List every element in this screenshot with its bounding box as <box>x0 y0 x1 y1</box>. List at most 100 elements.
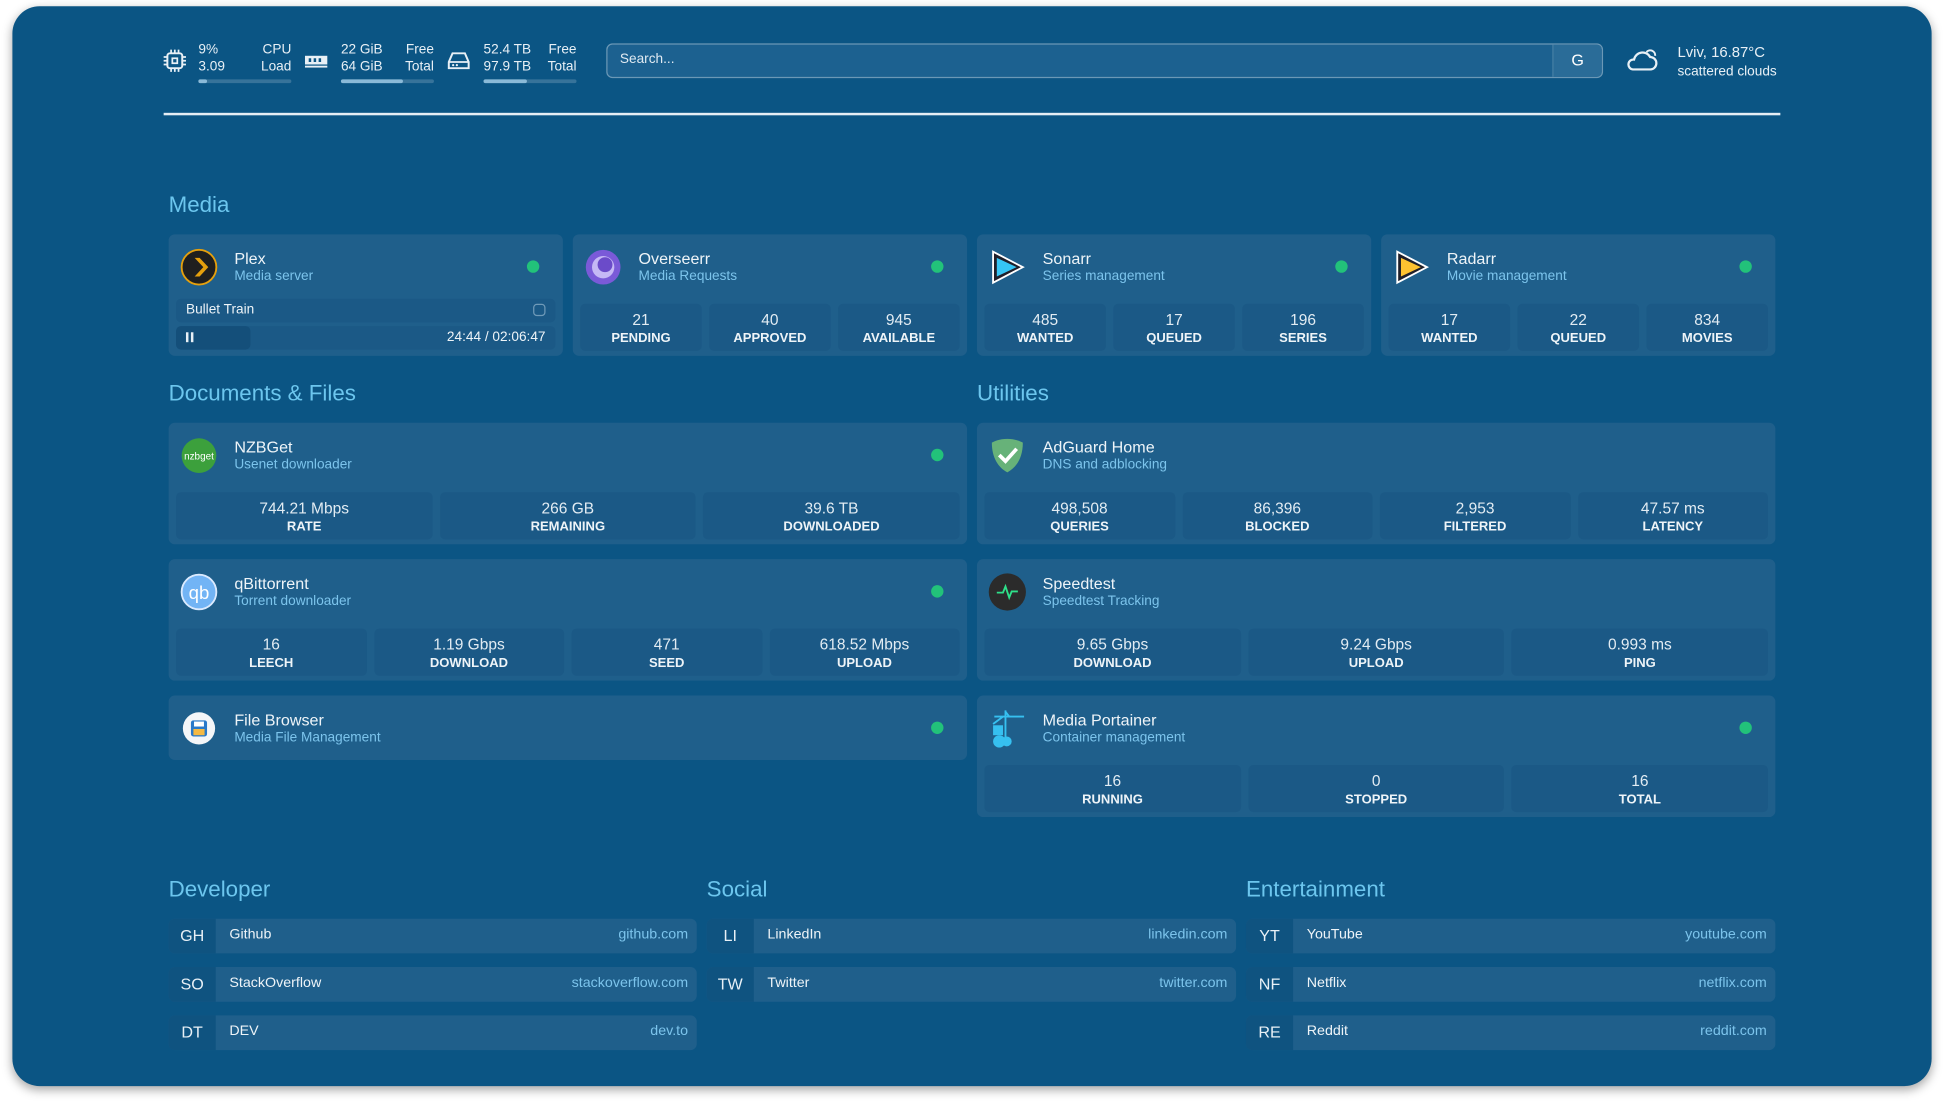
adguard-icon <box>991 438 1023 473</box>
stat-label: WANTED <box>1016 331 1074 346</box>
service-card-nzbget[interactable]: nzbget NZBGet Usenet downloader 744.21 Mbps… <box>168 422 968 545</box>
stat-value: 196 <box>1290 311 1316 329</box>
sonarr-icon <box>992 250 1025 285</box>
bookmark-url[interactable]: twitter.com <box>1159 975 1228 991</box>
bookmark-name: Github <box>229 927 272 943</box>
header-stat-label: Free <box>405 42 434 58</box>
service-stats: 498,508 QUERIES 86,396 BLOCKED 2,953 FILTERED… <box>984 492 1768 540</box>
stat-block: 40 APPROVED <box>709 303 831 351</box>
service-subtitle: Usenet downloader <box>234 457 352 473</box>
stat-block: 17 WANTED <box>1388 303 1511 351</box>
header-stat-label: Total <box>547 59 577 75</box>
bookmark-twitter[interactable]: TW Twitter twitter.com <box>706 967 1237 1002</box>
stat-value: 16 <box>262 636 280 654</box>
stat-label: DOWNLOADED <box>783 519 880 535</box>
header-stat-label: Free <box>548 42 577 58</box>
service-card-overseerr[interactable]: Overseerr Media Requests 21 PENDING 40 APPROV… <box>572 234 968 356</box>
bookmark-url[interactable]: linkedin.com <box>1148 927 1228 943</box>
bookmark-url[interactable]: dev.to <box>650 1024 689 1039</box>
playback-time: 24:44 / 02:06:47 <box>446 329 546 345</box>
stat-label: APPROVED <box>733 331 807 346</box>
stat-label: RUNNING <box>1082 792 1143 808</box>
service-title: Radarr <box>1446 249 1497 268</box>
service-card-speedtest[interactable]: Speedtest Speedtest Tracking 9.65 Gbps DOWN… <box>976 559 1776 681</box>
bookmark-name: Reddit <box>1306 1024 1348 1039</box>
search-submit-button[interactable]: G <box>1552 44 1602 77</box>
stat-value: 2,953 <box>1455 499 1495 517</box>
stat-label: SERIES <box>1279 331 1327 346</box>
search-box[interactable]: G <box>606 43 1604 79</box>
status-indicator <box>931 448 944 462</box>
header-stat-value: 64 GiB <box>340 59 383 75</box>
service-stats: 485 WANTED 17 QUEUED 196 SERIES <box>984 303 1364 351</box>
stat-value: 0 <box>1371 772 1381 790</box>
bookmark-name: Twitter <box>767 975 810 991</box>
bookmark-url[interactable]: youtube.com <box>1685 927 1767 943</box>
service-card-radarr[interactable]: Radarr Movie management 17 WANTED 22 QUEUED 83… <box>1381 234 1776 356</box>
file-browser-icon <box>182 712 216 745</box>
stat-value: 834 <box>1694 311 1721 329</box>
radarr-icon <box>1396 250 1430 285</box>
stat-label: REMAINING <box>530 519 606 535</box>
stat-value: 17 <box>1440 311 1458 329</box>
playback-progress[interactable] <box>176 326 251 350</box>
now-playing-title: Bullet Train <box>185 302 255 318</box>
service-subtitle: Speedtest Tracking <box>1042 593 1160 609</box>
service-card-qbittorrent[interactable]: qb qBittorrent Torrent downloader 16 LEECH 1.… <box>168 559 968 681</box>
stat-value: 485 <box>1032 311 1059 329</box>
service-title: Speedtest <box>1042 574 1116 593</box>
status-indicator <box>1739 260 1752 273</box>
service-card-sonarr[interactable]: Sonarr Series management 485 WANTED 17 QUEUED… <box>976 234 1372 356</box>
service-title: Sonarr <box>1042 249 1092 268</box>
bookmark-name: StackOverflow <box>229 975 322 991</box>
stat-block: 471 SEED <box>571 628 762 676</box>
bookmark-youtube[interactable]: YT YouTube youtube.com <box>1245 918 1776 954</box>
header-stat-values: 22 GiB 64 GiB <box>341 41 383 76</box>
bookmark-url[interactable]: reddit.com <box>1700 1024 1767 1039</box>
service-card-adguard[interactable]: AdGuard Home DNS and adblocking 498,508 QUE… <box>976 422 1776 545</box>
service-stats: 16 LEECH 1.19 Gbps DOWNLOAD 471 SEED 618.52 Mb… <box>176 628 960 676</box>
header-stat-label: CPU <box>262 42 292 58</box>
stat-block: 744.21 Mbps RATE <box>176 492 433 540</box>
stat-block: 834 MOVIES <box>1646 303 1768 351</box>
bookmark-url[interactable]: github.com <box>618 927 689 943</box>
service-card-filebrowser[interactable]: File Browser Media File Management <box>168 695 968 760</box>
bookmark-dev[interactable]: DT DEV dev.to <box>168 1015 697 1051</box>
stat-label: LATENCY <box>1642 519 1704 535</box>
header-stat-labels: CPU Load <box>261 41 291 76</box>
bookmark-github[interactable]: GH Github github.com <box>168 918 697 954</box>
usage-bar-fill <box>340 79 403 84</box>
stat-block: 86,396 BLOCKED <box>1182 492 1373 540</box>
stat-label: PENDING <box>611 331 671 346</box>
bookmark-abbreviation: LI <box>706 918 754 954</box>
bookmark-netflix[interactable]: NF Netflix netflix.com <box>1245 967 1776 1002</box>
stat-label: QUERIES <box>1050 519 1109 535</box>
search-input[interactable] <box>619 52 1538 67</box>
media-settings-icon[interactable] <box>533 303 546 317</box>
bookmark-abbreviation: NF <box>1245 967 1294 1002</box>
stat-block: 618.52 Mbps UPLOAD <box>769 628 960 676</box>
bookmark-reddit[interactable]: RE Reddit reddit.com <box>1245 1015 1776 1051</box>
stat-block: 2,953 FILTERED <box>1379 492 1571 540</box>
section-title-media: Media <box>168 192 230 217</box>
service-subtitle: Torrent downloader <box>234 593 352 609</box>
bookmark-stackoverflow[interactable]: SO StackOverflow stackoverflow.com <box>168 967 697 1002</box>
bookmark-url[interactable]: stackoverflow.com <box>571 975 689 991</box>
bookmark-name: LinkedIn <box>767 927 822 943</box>
service-card-portainer[interactable]: Media Portainer Container management 16 RUN… <box>976 695 1776 818</box>
header-stat-value: 3.09 <box>198 59 225 75</box>
stat-label: BLOCKED <box>1245 519 1310 535</box>
service-card-plex[interactable]: Plex Media server Bullet Train 24:44 / 02:0… <box>168 234 563 356</box>
stat-value: 39.6 TB <box>804 499 859 517</box>
service-subtitle: Series management <box>1042 269 1165 284</box>
bookmark-url[interactable]: netflix.com <box>1698 975 1767 991</box>
pause-icon[interactable] <box>185 332 194 343</box>
stat-label: DOWNLOAD <box>1073 655 1152 671</box>
stat-value: 471 <box>653 636 680 654</box>
service-subtitle: DNS and adblocking <box>1042 457 1168 473</box>
header-stat-label: Load <box>260 59 292 75</box>
status-indicator <box>931 585 944 598</box>
stat-label: UPLOAD <box>836 655 892 671</box>
bookmark-linkedin[interactable]: LI LinkedIn linkedin.com <box>706 918 1237 954</box>
stat-value: 9.65 Gbps <box>1076 636 1149 654</box>
